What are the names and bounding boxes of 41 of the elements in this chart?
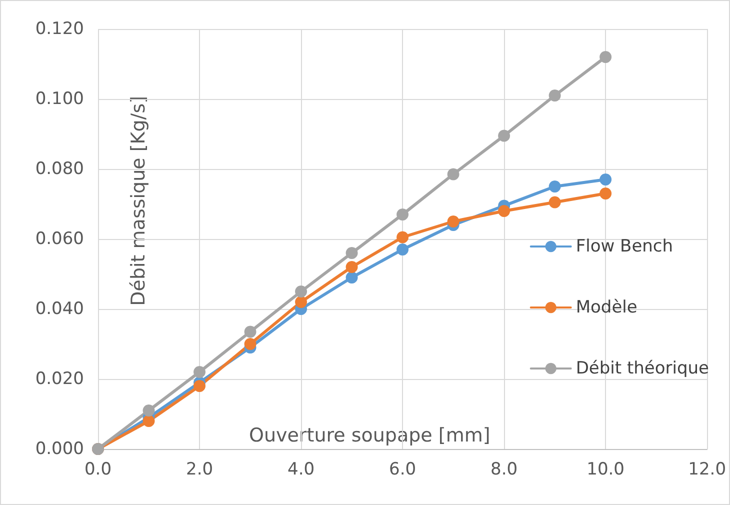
point [447,168,460,180]
point [600,174,612,186]
point [548,180,561,192]
point [396,208,409,220]
y-tick-label: 0.020 [35,369,84,389]
y-tick-label: 0.080 [35,159,84,179]
point [244,326,256,338]
point [346,247,358,259]
point [295,286,308,298]
point [600,51,612,63]
point [447,216,460,228]
y-axis-title: Débit massique [Kg/s] [128,96,150,306]
x-axis-title: Ouverture soupape [mm] [249,424,490,446]
point [498,130,510,142]
point [244,338,256,350]
legend-label: Flow Bench [576,236,674,256]
point [346,261,358,273]
x-tick-label: 6.0 [389,460,416,480]
point [295,296,308,308]
point [396,244,409,256]
point [498,205,510,217]
x-tick-label: 2.0 [186,460,214,480]
x-tick-label: 0.0 [84,460,112,480]
x-tick-label: 10.0 [586,460,624,480]
y-tick-label: 0.100 [35,89,84,109]
point [194,366,206,378]
point [396,231,409,244]
x-tick-label: 12.0 [688,460,726,480]
point [194,380,206,392]
point [600,188,612,200]
point [346,272,358,284]
x-tick-label: 4.0 [288,460,315,480]
y-tick-label: 0.060 [35,229,84,249]
y-tick-label: 0.120 [35,19,84,39]
legend-label: Modèle [576,298,638,318]
y-tick-label: 0.040 [35,299,84,319]
legend-label: Débit théorique [576,358,710,378]
x-tick-label: 8.0 [490,460,518,480]
point [548,90,561,102]
y-tick-label: 0.000 [35,439,84,459]
point [548,196,561,208]
